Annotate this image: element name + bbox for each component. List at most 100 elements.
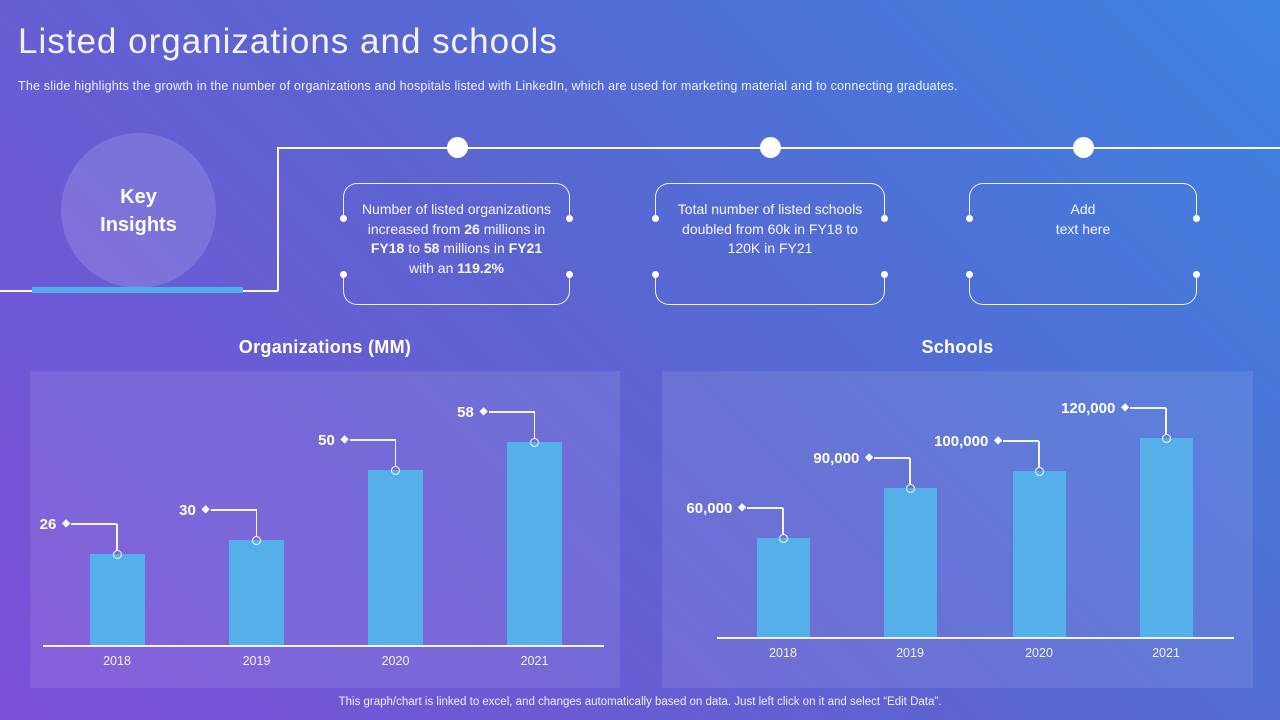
bracket-dot-icon [566,271,573,278]
bar-2019 [883,488,937,637]
label-connector-vertical [116,524,118,550]
bracket-dot-icon [340,271,347,278]
bracket-dot-icon [652,215,659,222]
bracket-dot-icon [1193,215,1200,222]
callout-text-segment: 58 [423,240,440,256]
timeline-node-icon [760,137,781,158]
insight-callout-schools: Total number of listed schools doubled f… [652,183,888,305]
bar-marker-icon [778,533,788,543]
label-connector-vertical [1165,408,1167,434]
label-connector-vertical [255,510,258,536]
callout-text-segment: Number of listed organizations increased… [361,201,552,237]
bracket-dot-icon [966,215,973,222]
timeline-node-icon [447,137,468,158]
bar-marker-icon [391,465,400,475]
callout-text-segment: Total number of listed schools doubled f… [677,201,863,256]
callout-text-segment: 119.2% [457,259,504,276]
callout-text-segment: text here [1055,220,1111,237]
label-connector-vertical [394,440,397,466]
data-label-value: 60,000 [686,499,733,517]
data-label: 30 ◆ [179,500,257,520]
bracket-dot-icon [566,215,573,222]
label-connector-vertical [1038,441,1040,467]
bar-2020 [1012,471,1066,637]
label-connector-horizontal [874,457,910,459]
label-connector-vertical [533,412,536,438]
bar-marker-icon [252,535,261,545]
bar-marker-icon [1161,433,1171,443]
x-axis-label: 2019 [896,646,924,660]
x-axis-label: 2021 [1152,646,1180,660]
x-axis-label: 2018 [769,646,797,660]
bracket-bottom [340,271,573,305]
data-label-value: 58 [457,403,474,421]
organizations-chart-title: Organizations (MM) [238,337,412,357]
data-label-value: 120,000 [1061,399,1116,417]
label-connector-horizontal [349,439,396,441]
bracket-dot-icon [340,215,347,222]
bracket-bottom [966,271,1200,305]
x-axis-label: 2021 [520,654,549,668]
accent-underline-bar [32,287,243,293]
data-label-value: 30 [179,501,196,519]
x-axis-line [717,637,1234,639]
bar-2019 [229,540,284,645]
callout-text-segment: millions in [479,220,546,237]
x-axis-label: 2019 [242,654,271,668]
data-label: 120,000 ◆ [1061,398,1166,418]
callout-text-segment: Add [1070,201,1096,217]
x-axis-label: 2020 [1025,646,1053,660]
callout-text: Number of listed organizations increased… [357,200,556,278]
key-insights-label: Key Insights [100,185,177,236]
bracket-dot-icon [1193,271,1200,278]
data-label: 26 ◆ [40,514,117,534]
callout-text-segment: 26 [464,220,480,237]
schools-chart[interactable]: 2018 60,000 ◆ 2019 90,000 ◆ 2020 100,000 ◆ 2021 12… [662,371,1253,688]
bar-2018 [89,554,145,645]
bracket-dot-icon [652,271,659,278]
organizations-chart[interactable]: 2018 26 ◆ 2019 30 ◆ 2020 50 ◆ 2021 58 ◆ [30,371,620,688]
data-label-value: 100,000 [934,432,989,450]
label-connector-horizontal [210,509,257,511]
diamond-marker-icon: ◆ [201,504,210,515]
insight-callout-placeholder[interactable]: Add text here [966,183,1200,305]
x-axis-label: 2018 [103,654,131,668]
data-label: 60,000 ◆ [686,498,783,518]
schools-chart-title: Schools [921,337,994,357]
data-label: 50 ◆ [318,430,396,450]
diamond-marker-icon: ◆ [994,435,1002,446]
bar-marker-icon [1034,466,1044,476]
diamond-marker-icon: ◆ [1121,402,1129,413]
callout-text-segment: to [404,240,424,256]
label-connector-vertical [782,508,784,534]
add-text-placeholder[interactable]: Add text here [983,200,1183,239]
x-axis-line [43,645,604,647]
x-axis-label: 2020 [381,654,410,668]
diamond-marker-icon: ◆ [62,518,70,529]
data-label-value: 50 [318,431,335,449]
callout-text: Total number of listed schools doubled f… [669,200,871,259]
footer-note: This graph/chart is linked to excel, and… [338,696,942,708]
label-connector-horizontal [747,507,783,509]
bracket-dot-icon [966,271,973,278]
bar-marker-icon [905,483,915,493]
data-label: 90,000 ◆ [813,448,910,468]
label-connector-horizontal [1003,440,1039,442]
bracket-dot-icon [881,271,888,278]
bracket-top [966,183,1200,222]
page-subtitle: The slide highlights the growth in the n… [18,79,958,93]
label-connector-horizontal [488,411,535,413]
insight-callout-organizations: Number of listed organizations increased… [340,183,573,305]
bar-marker-icon [530,437,539,447]
bar-2021 [1139,438,1193,637]
callout-text-segment: with an [409,259,458,276]
diamond-marker-icon: ◆ [340,434,349,445]
label-connector-horizontal [71,523,117,525]
diamond-marker-icon: ◆ [479,406,488,417]
bracket-dot-icon [881,215,888,222]
bar-2021 [507,442,562,645]
data-label-value: 26 [39,515,57,533]
data-label: 58 ◆ [457,402,535,422]
page-title: Listed organizations and schools [18,22,558,61]
